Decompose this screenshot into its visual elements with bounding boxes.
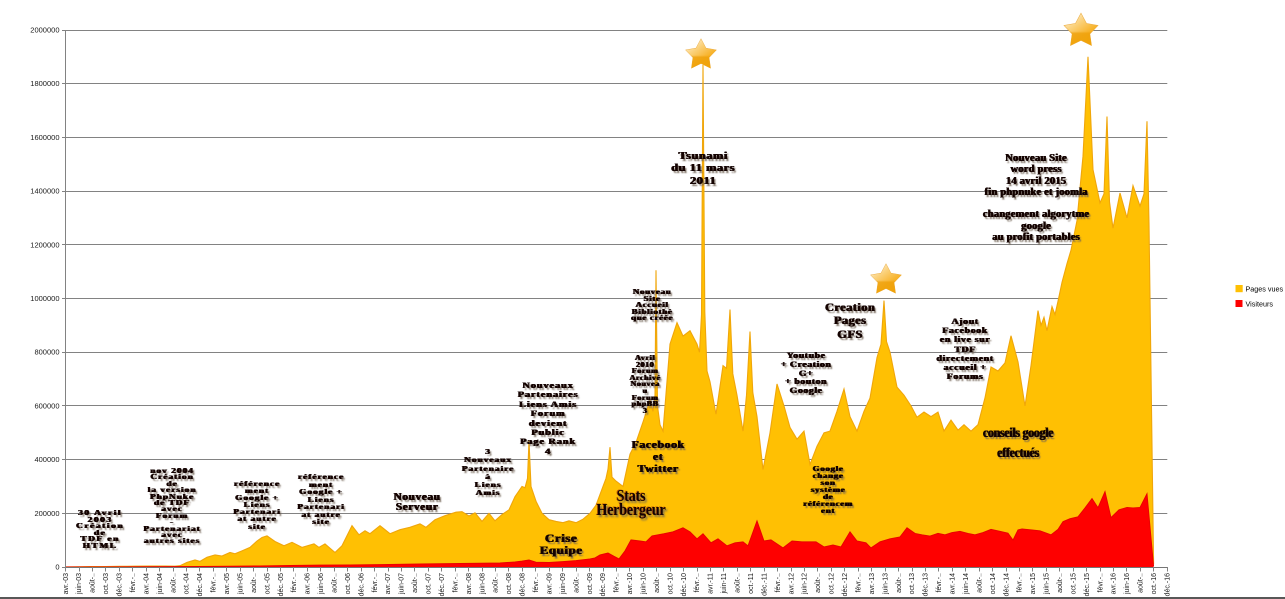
svg-text:févr.-..: févr.-.. (372, 573, 379, 593)
svg-text:2000000: 2000000 (30, 26, 59, 35)
svg-text:févr.-..: févr.-.. (452, 573, 459, 593)
svg-text:avr.-05: avr.-05 (224, 573, 231, 595)
svg-text:600000: 600000 (34, 401, 59, 410)
svg-text:août-..: août-.. (170, 573, 177, 593)
svg-text:oct.-16: oct.-16 (1151, 573, 1158, 595)
svg-text:juin-04: juin-04 (157, 573, 164, 595)
svg-text:févr.-..: févr.-.. (614, 573, 621, 593)
svg-text:oct.-13: oct.-13 (909, 573, 916, 595)
svg-text:déc.-13: déc.-13 (923, 573, 930, 596)
svg-text:déc.-10: déc.-10 (681, 573, 688, 596)
svg-text:avr.-16: avr.-16 (1111, 573, 1118, 595)
svg-text:août-..: août-.. (251, 573, 258, 593)
svg-text:0: 0 (55, 563, 59, 572)
svg-text:oct.-15: oct.-15 (1070, 573, 1077, 595)
svg-text:avr.-12: avr.-12 (788, 573, 795, 595)
svg-text:déc.-09: déc.-09 (600, 573, 607, 596)
svg-text:déc.-11: déc.-11 (761, 573, 768, 596)
svg-text:oct.-05: oct.-05 (264, 573, 271, 595)
svg-text:déc.-05: déc.-05 (278, 573, 285, 596)
svg-text:oct.-04: oct.-04 (184, 573, 191, 595)
svg-text:févr.-..: févr.-.. (775, 573, 782, 593)
svg-text:août-..: août-.. (1057, 573, 1064, 593)
svg-text:oct.-07: oct.-07 (426, 573, 433, 595)
svg-text:févr.-..: févr.-.. (533, 573, 540, 593)
svg-text:avr.-13: avr.-13 (869, 573, 876, 595)
svg-text:1200000: 1200000 (30, 240, 59, 249)
svg-text:oct.-03: oct.-03 (103, 573, 110, 595)
svg-text:août-..: août-.. (90, 573, 97, 593)
svg-text:1600000: 1600000 (30, 133, 59, 142)
svg-text:avr.-04: avr.-04 (143, 573, 150, 595)
svg-text:oct.-08: oct.-08 (506, 573, 513, 595)
svg-text:oct.-11: oct.-11 (748, 573, 755, 594)
svg-text:oct.-10: oct.-10 (667, 573, 674, 595)
svg-text:août-..: août-.. (412, 573, 419, 593)
svg-text:avr.-09: avr.-09 (547, 573, 554, 595)
svg-text:août-..: août-.. (573, 573, 580, 593)
svg-text:juin-08: juin-08 (479, 573, 486, 595)
svg-text:juin-05: juin-05 (238, 573, 245, 595)
svg-text:juin-03: juin-03 (76, 573, 83, 595)
svg-text:févr.-..: févr.-.. (211, 573, 218, 593)
svg-text:août-..: août-.. (654, 573, 661, 593)
svg-text:févr.-..: févr.-.. (130, 573, 137, 593)
svg-text:août-..: août-.. (896, 573, 903, 593)
svg-text:juin-10: juin-10 (641, 573, 648, 595)
svg-text:juin-13: juin-13 (882, 573, 889, 595)
svg-text:déc.-07: déc.-07 (439, 573, 446, 596)
svg-text:déc.-14: déc.-14 (1003, 573, 1010, 596)
svg-text:déc.-04: déc.-04 (197, 573, 204, 596)
svg-text:févr.-..: févr.-.. (1017, 573, 1024, 593)
svg-text:Visiteurs: Visiteurs (1246, 300, 1274, 309)
svg-text:200000: 200000 (34, 509, 59, 518)
svg-text:Pages vues: Pages vues (1246, 285, 1284, 294)
svg-text:avr.-14: avr.-14 (950, 573, 957, 595)
svg-text:avr.-15: avr.-15 (1030, 573, 1037, 595)
svg-text:oct.-06: oct.-06 (345, 573, 352, 595)
svg-text:avr.-07: avr.-07 (385, 573, 392, 595)
svg-text:févr.-..: févr.-.. (936, 573, 943, 593)
svg-text:avr.-03: avr.-03 (63, 573, 70, 595)
svg-text:400000: 400000 (34, 455, 59, 464)
svg-text:juin-12: juin-12 (802, 573, 809, 595)
svg-text:juin-07: juin-07 (399, 573, 406, 595)
svg-text:déc.-08: déc.-08 (520, 573, 527, 596)
svg-text:800000: 800000 (34, 348, 59, 357)
svg-text:juin-11: juin-11 (721, 573, 728, 595)
svg-text:févr.-..: févr.-.. (856, 573, 863, 593)
svg-text:févr.-..: févr.-.. (694, 573, 701, 593)
svg-text:avr.-11: avr.-11 (708, 573, 715, 594)
svg-text:juin-16: juin-16 (1124, 573, 1131, 595)
svg-text:févr.-..: févr.-.. (1097, 573, 1104, 593)
svg-text:août-..: août-.. (332, 573, 339, 593)
svg-text:juin-15: juin-15 (1044, 573, 1051, 595)
svg-text:juin-06: juin-06 (318, 573, 325, 595)
svg-text:déc.-03: déc.-03 (117, 573, 124, 596)
svg-text:déc.-06: déc.-06 (358, 573, 365, 596)
svg-text:août-..: août-.. (1138, 573, 1145, 593)
svg-text:avr.-06: avr.-06 (305, 573, 312, 595)
svg-text:oct.-09: oct.-09 (587, 573, 594, 595)
svg-text:août-..: août-.. (735, 573, 742, 593)
svg-text:1800000: 1800000 (30, 79, 59, 88)
svg-text:1000000: 1000000 (30, 294, 59, 303)
svg-text:août-..: août-.. (493, 573, 500, 593)
svg-text:déc.-16: déc.-16 (1165, 573, 1172, 596)
svg-text:févr.-..: févr.-.. (291, 573, 298, 593)
svg-text:avr.-10: avr.-10 (627, 573, 634, 595)
svg-text:déc.-12: déc.-12 (842, 573, 849, 596)
svg-text:1400000: 1400000 (30, 187, 59, 196)
svg-text:juin-14: juin-14 (963, 573, 970, 595)
svg-text:juin-09: juin-09 (560, 573, 567, 595)
svg-text:oct.-14: oct.-14 (990, 573, 997, 595)
svg-text:août-..: août-.. (815, 573, 822, 593)
svg-text:août-..: août-.. (976, 573, 983, 593)
svg-text:déc.-15: déc.-15 (1084, 573, 1091, 596)
svg-text:avr.-08: avr.-08 (466, 573, 473, 595)
svg-text:oct.-12: oct.-12 (829, 573, 836, 595)
